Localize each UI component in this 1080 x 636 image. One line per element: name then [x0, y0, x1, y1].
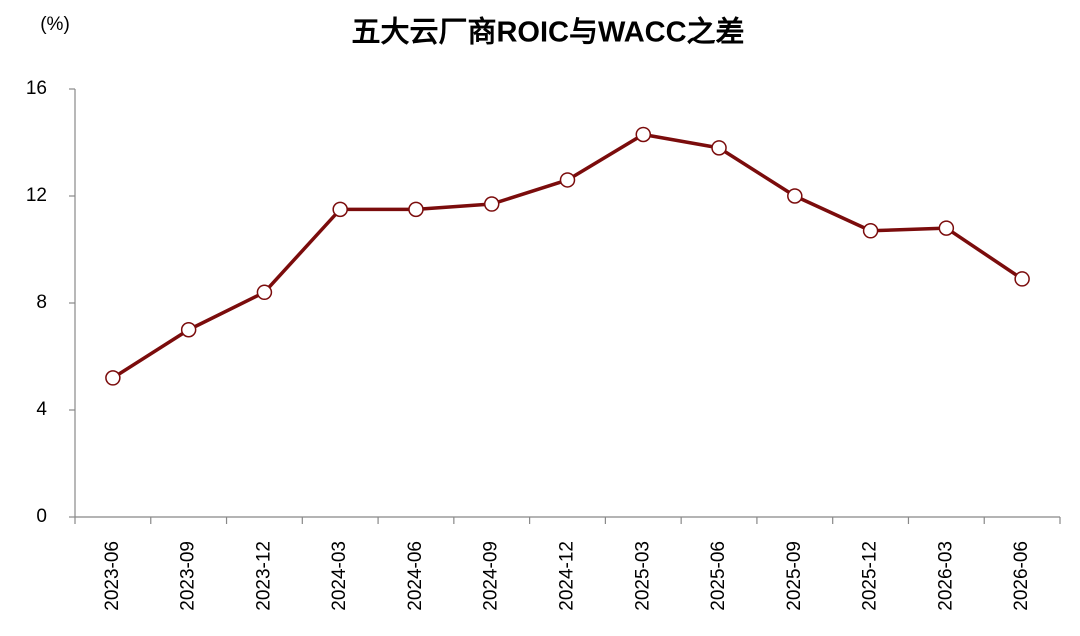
x-tick-label: 2025-09	[784, 541, 805, 611]
point	[180, 322, 197, 338]
line	[111, 132, 1024, 380]
point	[105, 370, 121, 386]
x-tick-label: 2024-06	[405, 541, 426, 611]
x-tick-label: 2026-03	[935, 541, 956, 611]
point	[862, 223, 879, 239]
y-tick-label: 8	[36, 292, 47, 313]
x-tick-label: 2025-03	[632, 541, 653, 611]
x-tick-label: 2024-09	[481, 541, 502, 611]
point	[332, 201, 348, 218]
point	[635, 126, 652, 143]
x-tick-label: 2023-12	[253, 541, 274, 611]
x-tick-label: 2024-12	[557, 541, 578, 611]
x-tick-label: 2026-06	[1011, 541, 1032, 611]
y-tick-label: 12	[26, 185, 47, 206]
y-tick-label: 16	[26, 78, 47, 99]
y-tick-label: 4	[36, 399, 47, 420]
point	[938, 220, 955, 236]
point	[559, 172, 576, 188]
y-tick-label: 0	[36, 506, 47, 527]
x-tick-label: 2025-12	[860, 541, 881, 611]
x-tick-label: 2023-06	[102, 541, 123, 611]
point	[711, 140, 727, 156]
point	[787, 188, 803, 204]
y-axis-label: (%)	[40, 14, 70, 35]
chart-title: 五大云厂商ROIC与WACC之差	[351, 15, 744, 49]
x-tick-label: 2023-09	[178, 541, 199, 611]
x-tick-label: 2025-06	[708, 541, 729, 611]
point	[1014, 271, 1030, 287]
point	[408, 201, 424, 218]
point	[483, 196, 500, 212]
point	[256, 284, 273, 301]
x-tick-label: 2024-03	[329, 541, 350, 611]
